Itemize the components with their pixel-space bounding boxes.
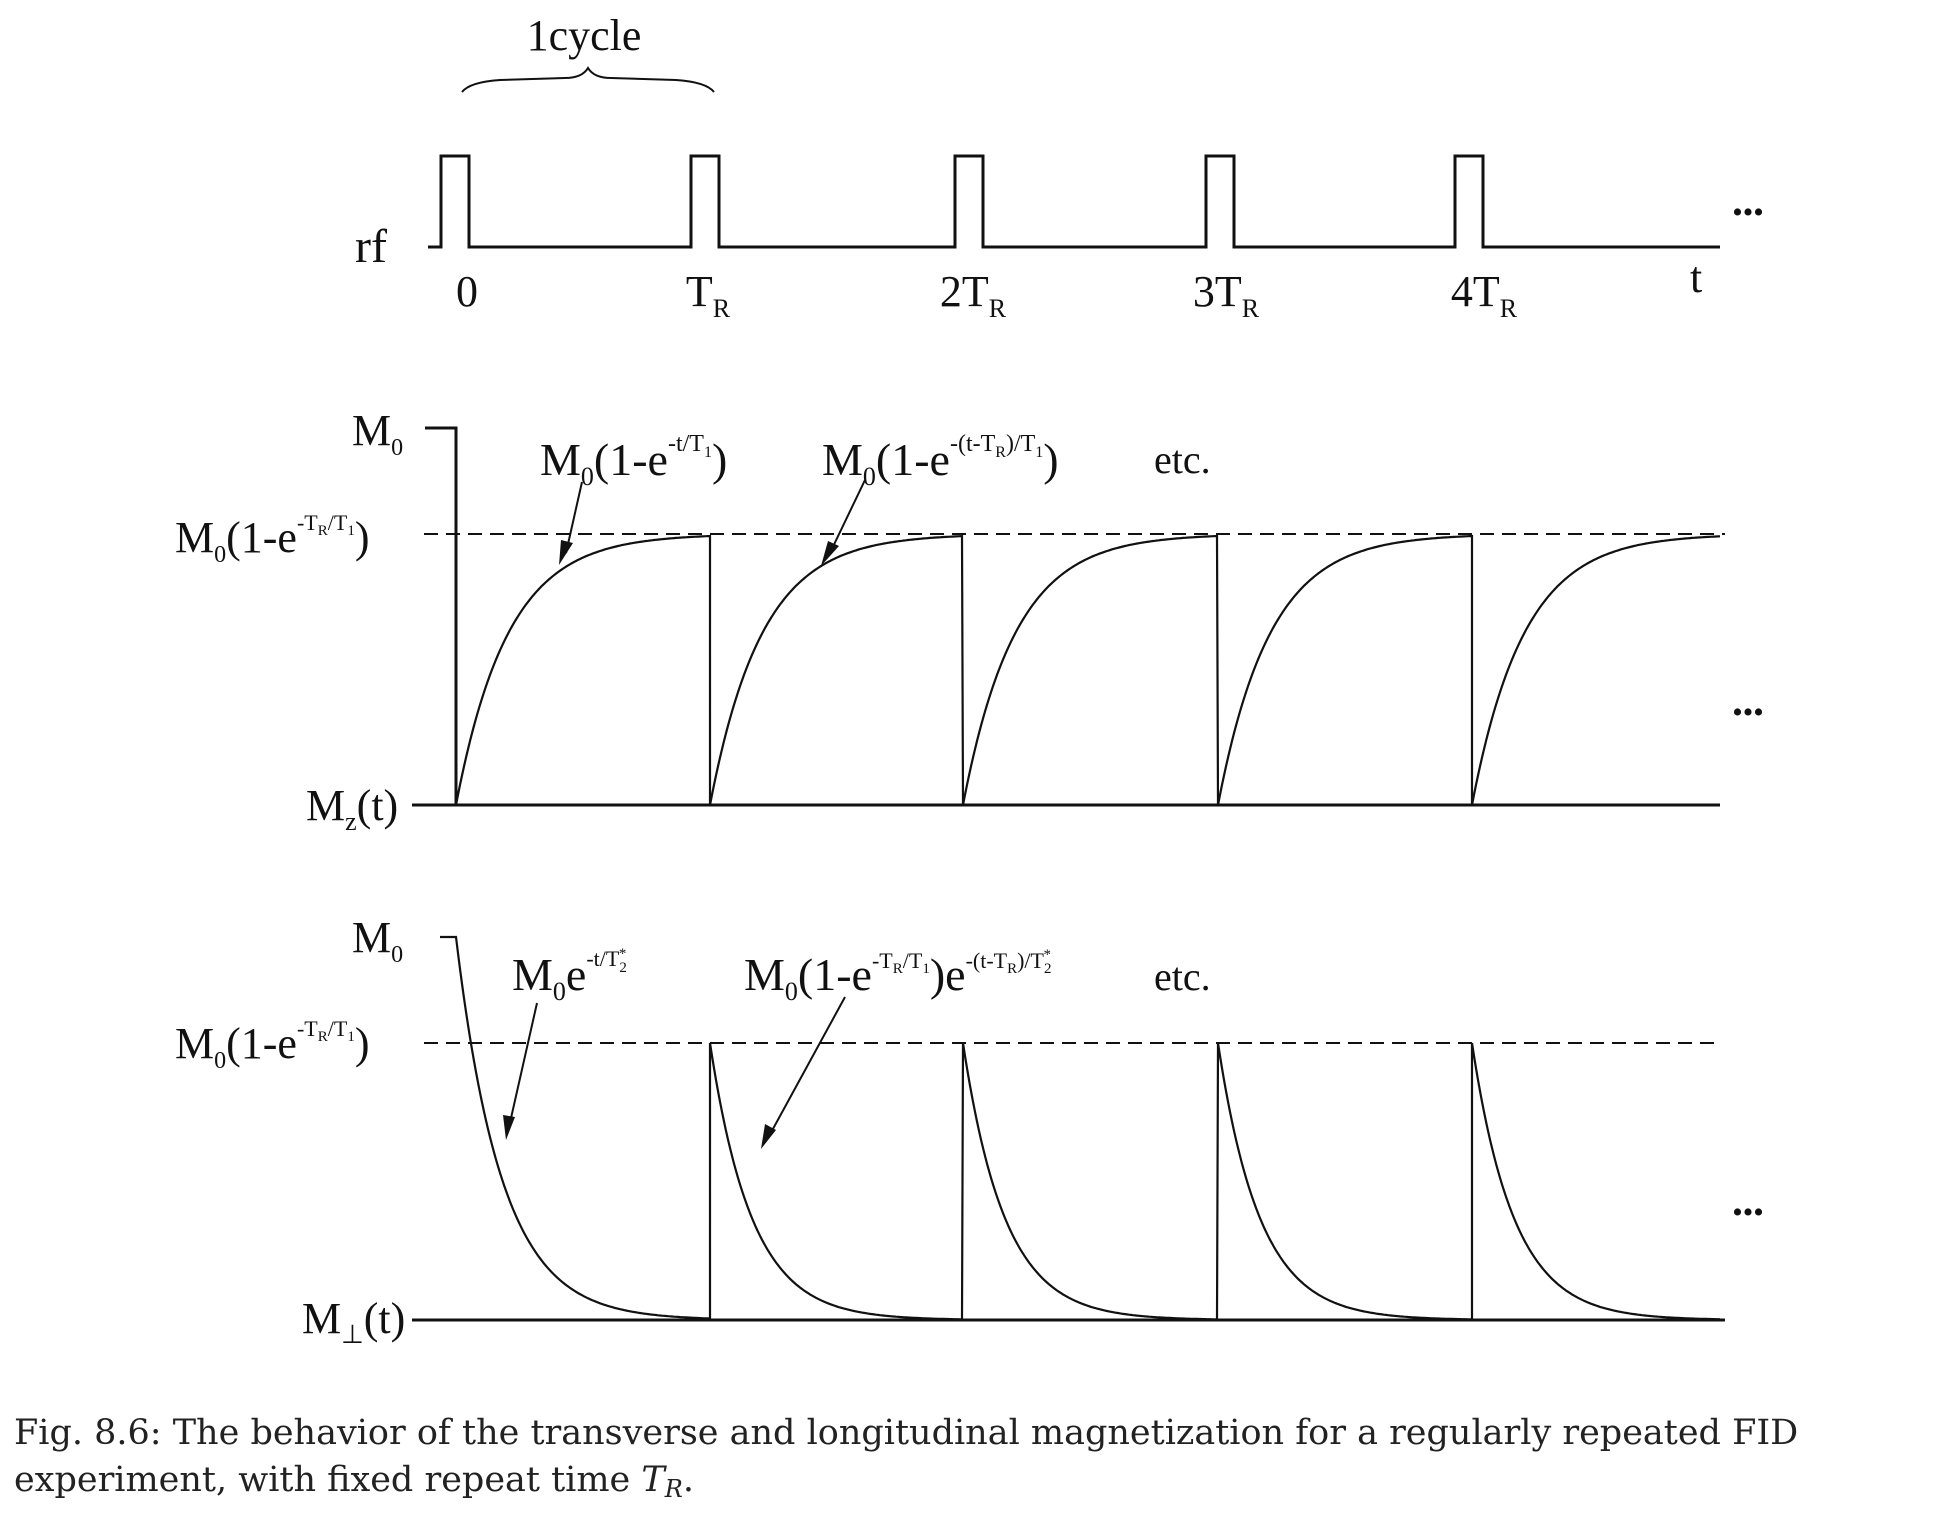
mz-annotation-next-cycle: M0(1-e-(t-TR)/T1) xyxy=(822,431,1059,491)
tick-label-3tr: 3TR xyxy=(1193,267,1260,323)
rf-tick-labels: 0 TR 2TR 3TR 4TR xyxy=(456,267,1518,323)
rf-axis-label: rf xyxy=(355,220,387,273)
mz-annotation-arrow-1 xyxy=(559,481,583,565)
tick-label-0: 0 xyxy=(456,267,478,316)
mperp-ylabel-mperp: M⊥(t) xyxy=(302,1294,405,1349)
mz-recovery-curve xyxy=(454,534,1721,806)
tick-label-tr: TR xyxy=(686,267,731,323)
mz-panel: M0 M0(1-e-TR/T1) Mz(t) M0(1-e-t/T1) M0(1… xyxy=(175,406,1764,836)
mz-y-axis xyxy=(425,426,458,805)
mperp-annotation-arrow-1 xyxy=(503,1002,538,1140)
cycle-label: 1cycle xyxy=(527,11,642,60)
mz-annotation-first-cycle: M0(1-e-t/T1) xyxy=(540,431,727,491)
mperp-ylabel-m0: M0 xyxy=(352,913,403,968)
tick-label-4tr: 4TR xyxy=(1451,267,1518,323)
mperp-ylabel-steady-state: M0(1-e-TR/T1) xyxy=(175,1016,369,1074)
tick-label-2tr: 2TR xyxy=(940,267,1007,323)
mperp-annotation-arrow-2 xyxy=(761,996,846,1149)
magnetization-diagram: 1cycle rf t ••• 0 TR 2TR 3TR 4TR M0 M0(1… xyxy=(175,11,1764,1349)
mperp-annotation-next-cycle: M0(1-e-TR/T1)e-(t-TR)/T2* xyxy=(744,947,1052,1006)
mperp-etc-label: etc. xyxy=(1154,954,1211,999)
rf-pulse-train xyxy=(428,154,1720,249)
figure-caption: Fig. 8.6: The behavior of the transverse… xyxy=(14,1413,1799,1503)
caption-text: Fig. 8.6: The behavior of the transverse… xyxy=(14,1413,1799,1500)
mperp-annotation-first-cycle: M0e-t/T2* xyxy=(512,946,627,1006)
mz-etc-label: etc. xyxy=(1154,437,1211,482)
mz-annotation-arrow-2 xyxy=(821,479,866,566)
rf-ellipsis: ••• xyxy=(1732,196,1764,229)
mperp-panel: M0 M0(1-e-TR/T1) M⊥(t) M0e-t/T2* M0(1-e-… xyxy=(175,913,1764,1349)
caption-math: TR xyxy=(641,1460,683,1503)
time-axis-label: t xyxy=(1690,253,1702,302)
cycle-brace xyxy=(461,66,715,93)
mperp-decay-curve xyxy=(440,935,1720,1321)
mz-ylabel-mz: Mz(t) xyxy=(306,781,398,836)
mz-ylabel-steady-state: M0(1-e-TR/T1) xyxy=(175,510,369,568)
mz-ellipsis: ••• xyxy=(1732,696,1764,729)
mperp-ellipsis: ••• xyxy=(1732,1196,1764,1229)
rf-panel: 1cycle rf t ••• 0 TR 2TR 3TR 4TR xyxy=(355,11,1764,323)
mz-ylabel-m0: M0 xyxy=(352,406,403,461)
